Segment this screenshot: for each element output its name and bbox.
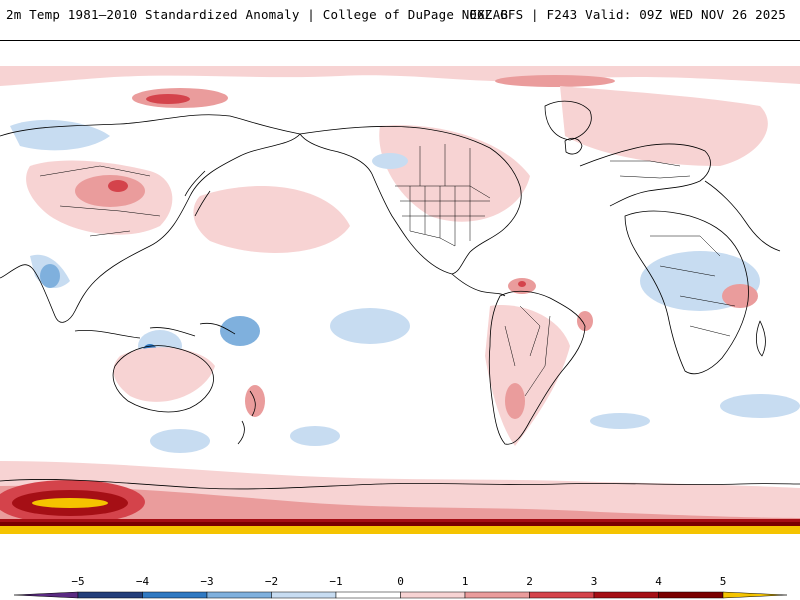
colorbar-tick-label: 0 [397,575,404,588]
anomaly-central-pacific-cool [330,308,410,344]
anomaly-asia-cool [10,119,110,151]
coast-asia [0,114,301,323]
anomaly-antarctic-edge-extreme [0,526,800,534]
country-borders [39,144,736,397]
anomaly-patagonia-warm [505,383,525,419]
coast-central-america [451,273,506,297]
colorbar-swatch [77,591,143,599]
anomaly-antarctic-edge-dark [0,522,800,526]
colorbar-swatch-max [722,591,788,599]
border-africa [650,235,736,337]
coast-australia [112,345,214,413]
colorbar-tick-label: −2 [265,575,278,588]
coast-madagascar [756,320,766,357]
coast-europe [579,143,711,207]
colorbar-swatches [13,591,788,599]
border-south-america [504,305,551,397]
coast-uk [564,137,583,155]
coastlines [0,100,800,490]
anomaly-siberia-hot [146,94,190,104]
border-us-states-2 [400,200,490,217]
border-canada-provinces [419,144,471,186]
anomaly-brazil-warm [577,311,593,331]
anomaly-melanesia-cool [220,316,260,346]
anomaly-east-africa-warm [722,284,758,308]
colorbar-swatch [529,591,595,599]
colorbar-swatch [464,591,530,599]
anomaly-southern-ocean-cool [720,394,800,418]
anomaly-europe-warm [560,86,768,166]
anomaly-south-pacific-cool [150,429,210,453]
anomaly-ross-sea-extreme [32,498,108,508]
colorbar-swatch [271,591,337,599]
colorbar-tick-label: −1 [329,575,342,588]
anomaly-china-hot [108,180,128,192]
coast-africa [624,210,749,375]
anomaly-south-atlantic-cool [590,413,650,429]
anomaly-map [0,66,800,534]
coast-indonesia [74,322,236,339]
anomaly-south-america-warm [485,305,570,446]
colorbar-tick-label: −4 [136,575,150,588]
colorbar-tick-label: 4 [655,575,662,588]
map-title: 2m Temp 1981–2010 Standardized Anomaly |… [6,7,509,22]
anomaly-arctic-warm-2 [495,75,615,87]
anomaly-india-cool [40,264,60,288]
colorbar-tick-label: 1 [462,575,469,588]
coast-nz [237,390,256,445]
colorbar-tick-label: −3 [200,575,213,588]
coast-japan [184,170,211,217]
colorbar: −5 −4 −3 −2 −1 0 1 2 3 4 5 [13,575,788,599]
anomaly-australia-warm [113,347,215,402]
colorbar-swatch [400,591,466,599]
run-info: 06Z GFS | F243 Valid: 09Z WED NOV 26 202… [469,7,786,22]
anomaly-china-warm [75,175,145,207]
coast-middle-east [704,180,781,252]
coast-south-america [488,290,586,445]
colorbar-tick-label: 5 [720,575,727,588]
colorbar-tick-label: 3 [591,575,598,588]
colorbar-swatch [142,591,208,599]
border-europe [610,160,691,179]
anomaly-arctic-band [0,66,800,86]
coast-greenland [544,100,592,141]
colorbar-swatch-min [13,591,79,599]
coast-north-america [299,125,522,275]
border-asia [39,165,161,237]
coast-antarctica [0,479,800,490]
colorbar-tick-labels: −5 −4 −3 −2 −1 0 1 2 3 4 5 [71,575,726,588]
anomaly-pacific-warm [193,186,350,253]
header-bar: 2m Temp 1981–2010 Standardized Anomaly |… [0,0,800,41]
colorbar-swatch [335,591,401,599]
anomaly-alaska-cool [372,153,408,169]
colorbar-swatch [593,591,659,599]
border-us-states-1 [409,186,471,246]
colorbar-swatch [658,591,724,599]
colorbar-tick-label: −5 [71,575,84,588]
anomaly-south-pacific-cool-2 [290,426,340,446]
colorbar-swatch [206,591,272,599]
colorbar-tick-label: 2 [526,575,533,588]
anomaly-venezuela-hot [518,281,526,287]
